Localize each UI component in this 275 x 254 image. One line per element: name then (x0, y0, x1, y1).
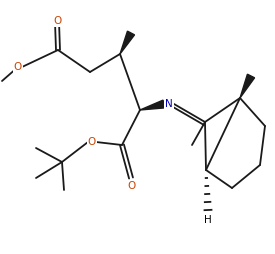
Text: N: N (165, 99, 173, 109)
Polygon shape (240, 74, 255, 98)
Polygon shape (120, 31, 134, 54)
Polygon shape (140, 100, 165, 110)
Text: O: O (14, 62, 22, 72)
Text: O: O (88, 137, 96, 147)
Text: O: O (128, 181, 136, 191)
Text: H: H (204, 215, 212, 225)
Text: O: O (53, 16, 61, 26)
